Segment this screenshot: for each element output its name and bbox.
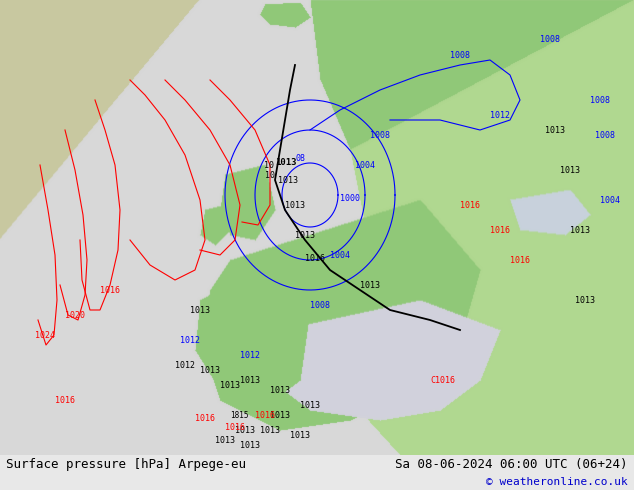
Text: 1013: 1013 [270,386,290,394]
Text: 1013: 1013 [278,175,298,185]
Text: 1013: 1013 [575,295,595,304]
Text: Sa 08-06-2024 06:00 UTC (06+24): Sa 08-06-2024 06:00 UTC (06+24) [395,458,628,471]
Text: 1012: 1012 [175,361,195,369]
Text: 1000: 1000 [340,194,360,202]
Text: 1008: 1008 [590,96,610,104]
Text: 1016: 1016 [55,395,75,405]
Text: 10: 10 [265,171,275,179]
Text: 1024: 1024 [35,330,55,340]
Text: 1012: 1012 [180,336,200,344]
Text: 1013: 1013 [270,411,290,419]
Text: 1016: 1016 [225,422,245,432]
Text: 1016: 1016 [100,286,120,294]
Text: 1016: 1016 [305,253,325,263]
Text: 1013: 1013 [260,425,280,435]
Text: 1013: 1013 [220,381,240,390]
Text: Surface pressure [hPa] Arpege-eu: Surface pressure [hPa] Arpege-eu [6,458,247,471]
Text: 1013: 1013 [215,436,235,444]
Text: 1008: 1008 [595,130,615,140]
Text: 1013: 1013 [240,441,260,449]
Text: 1013: 1013 [570,225,590,235]
Text: 1004: 1004 [355,161,375,170]
Text: 1004: 1004 [330,250,350,260]
Text: 1013: 1013 [545,125,565,134]
Text: 1013: 1013 [235,425,255,435]
Text: 1016: 1016 [255,411,275,419]
Text: 1008: 1008 [370,130,390,140]
Text: 08: 08 [295,153,305,163]
Text: 1013: 1013 [200,366,220,374]
Text: 1012: 1012 [240,350,260,360]
Text: 1013: 1013 [300,400,320,410]
Text: 1013: 1013 [290,431,310,440]
Text: 1013: 1013 [360,280,380,290]
Text: 1016: 1016 [195,414,215,422]
Text: 1008: 1008 [310,300,330,310]
Text: 1815: 1815 [230,411,249,419]
Text: 1016: 1016 [490,225,510,235]
Text: © weatheronline.co.uk: © weatheronline.co.uk [486,477,628,487]
Text: 1008: 1008 [450,50,470,59]
Text: 1004: 1004 [600,196,620,204]
Text: 1020: 1020 [65,311,85,319]
Text: C1016: C1016 [430,375,455,385]
Text: 1013: 1013 [240,375,260,385]
Text: 1016: 1016 [460,200,480,210]
Text: 1012: 1012 [490,111,510,120]
Text: 10: 10 [264,161,274,170]
Text: 1013: 1013 [285,200,305,210]
Text: 1016: 1016 [510,255,530,265]
Text: 1008: 1008 [540,35,560,45]
Text: 1013: 1013 [295,230,315,240]
Text: 1013: 1013 [275,157,297,167]
Text: 1013: 1013 [190,305,210,315]
Text: 1013: 1013 [560,166,580,174]
